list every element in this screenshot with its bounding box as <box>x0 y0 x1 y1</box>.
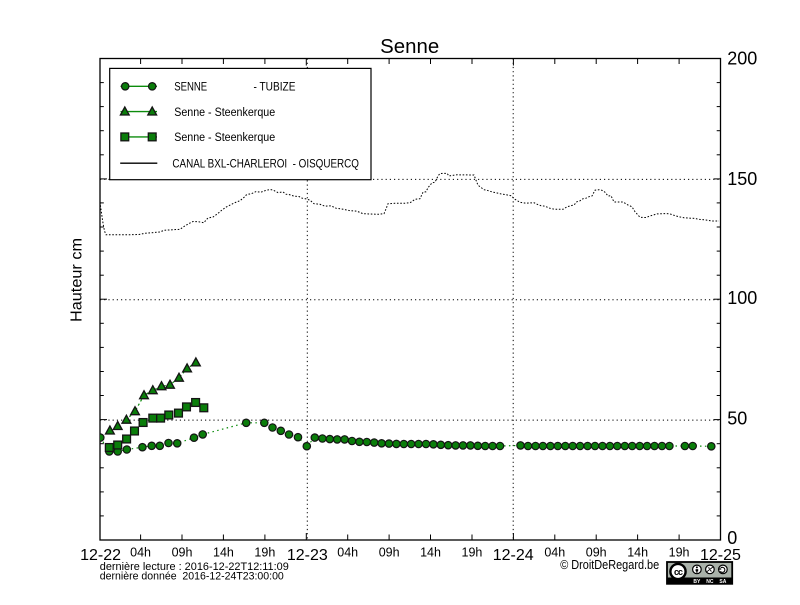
svg-text:12-23: 12-23 <box>287 547 328 564</box>
svg-text:19h: 19h <box>254 546 275 560</box>
svg-text:14h: 14h <box>627 546 648 560</box>
svg-text:SA: SA <box>719 579 726 585</box>
svg-text:19h: 19h <box>669 546 690 560</box>
svg-text:50: 50 <box>727 408 747 428</box>
svg-text:BY: BY <box>693 579 701 585</box>
svg-text:04h: 04h <box>130 546 151 560</box>
svg-text:04h: 04h <box>544 546 565 560</box>
svg-text:cc: cc <box>674 567 683 577</box>
svg-text:CANAL BXL-CHARLEROI - OISQUER: CANAL BXL-CHARLEROI - OISQUERCQ <box>172 158 359 170</box>
svg-text:12-25: 12-25 <box>700 547 741 564</box>
svg-text:Senne - Steenkerque: Senne - Steenkerque <box>174 107 275 119</box>
svg-text:Hauteur cm: Hauteur cm <box>69 238 86 322</box>
svg-text:14h: 14h <box>420 546 441 560</box>
svg-text:12-22: 12-22 <box>80 547 121 564</box>
svg-text:0: 0 <box>727 528 737 548</box>
svg-text:© DroitDeRegard.be: © DroitDeRegard.be <box>560 558 659 572</box>
svg-text:dernière donnée 2016-12-24T23: dernière donnée 2016-12-24T23:00:00 <box>100 571 284 583</box>
svg-text:150: 150 <box>727 169 757 189</box>
svg-text:dernière lecture : 2016-12-22T: dernière lecture : 2016-12-22T12:11:09 <box>100 561 289 573</box>
svg-text:Senne: Senne <box>380 36 439 58</box>
svg-text:09h: 09h <box>586 546 607 560</box>
svg-text:09h: 09h <box>379 546 400 560</box>
svg-text:SENNE: SENNE <box>174 82 207 94</box>
svg-text:04h: 04h <box>337 546 358 560</box>
svg-text:19h: 19h <box>462 546 483 560</box>
svg-text:Senne - Steenkerque: Senne - Steenkerque <box>174 132 275 144</box>
svg-text:12-24: 12-24 <box>493 547 534 564</box>
svg-text:NC: NC <box>706 579 714 585</box>
svg-text:14h: 14h <box>213 546 234 560</box>
svg-text:09h: 09h <box>172 546 193 560</box>
svg-text:200: 200 <box>727 49 757 69</box>
svg-text:100: 100 <box>727 288 757 308</box>
svg-text:- TUBIZE: - TUBIZE <box>254 82 296 94</box>
